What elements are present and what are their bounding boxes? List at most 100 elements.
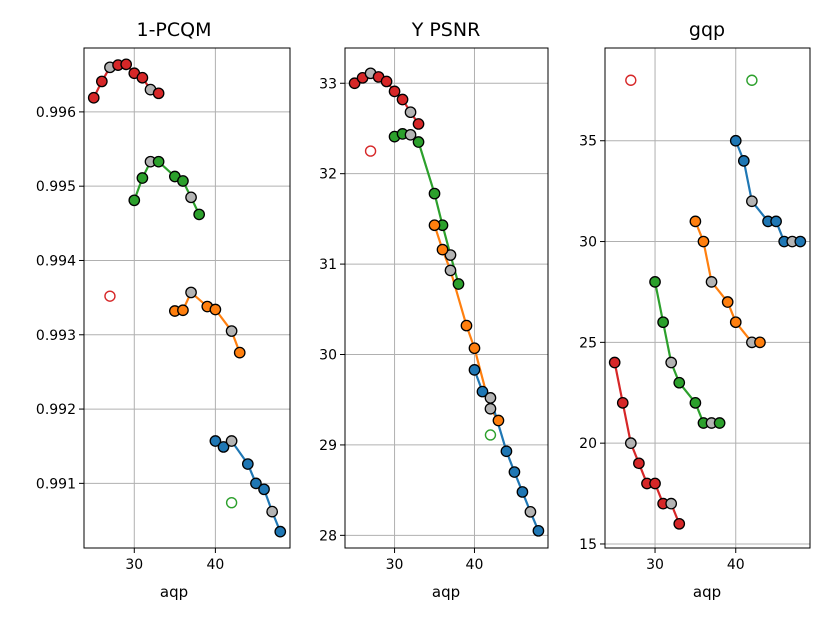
data-point-blue: [209, 435, 222, 447]
y-tick-label: 30: [579, 235, 597, 251]
y-tick-label: 35: [579, 134, 597, 150]
y-tick-label: 33: [319, 76, 337, 92]
data-point-red: [87, 91, 100, 104]
data-point-red: [624, 437, 637, 450]
data-point-orange: [436, 243, 449, 256]
data-point-green: [649, 276, 661, 288]
data-point-open-red-open: [364, 145, 377, 157]
data-point-blue: [729, 134, 742, 147]
y-tick-label: 0.992: [36, 402, 76, 418]
x-axis-label: aqp: [432, 583, 460, 601]
data-point-orange: [460, 319, 473, 332]
x-tick-label: 30: [125, 557, 143, 573]
data-point-orange: [185, 286, 197, 299]
y-tick-label: 0.993: [36, 328, 76, 344]
data-point-orange: [484, 402, 497, 415]
x-axis-label: aqp: [160, 583, 188, 601]
data-point-blue: [794, 235, 807, 248]
series-group: [87, 58, 287, 538]
data-point-green: [177, 175, 189, 187]
panel-title: gqp: [689, 19, 725, 41]
data-point-blue: [524, 505, 537, 518]
y-tick-label: 28: [319, 528, 337, 544]
data-point-blue: [737, 155, 750, 167]
data-point-orange: [233, 346, 246, 359]
data-point-red: [649, 477, 661, 490]
data-point-blue: [258, 483, 270, 496]
data-point-blue: [217, 441, 230, 453]
data-point-orange: [444, 264, 457, 277]
data-point-orange: [705, 276, 718, 288]
data-point-orange: [225, 325, 238, 337]
data-point-blue: [516, 486, 529, 498]
data-point-green: [452, 278, 465, 290]
data-point-orange: [754, 336, 766, 349]
data-point-blue: [266, 505, 279, 518]
grid: [345, 48, 548, 548]
data-point-open-green-open: [225, 496, 238, 509]
data-point-green: [673, 376, 686, 389]
y-tick-label: 0.995: [36, 179, 76, 195]
data-point-orange: [177, 304, 189, 317]
data-point-red: [396, 93, 409, 106]
y-tick-label: 15: [579, 537, 597, 553]
panel-y-psnr: Y PSNR aqp 30 40 28 29 30 31 32 33: [319, 19, 549, 601]
data-point-open-green-open: [484, 429, 497, 441]
axes-frame: [83, 47, 291, 549]
x-tick-label: 40: [727, 557, 745, 573]
y-tick-label: 0.996: [36, 105, 76, 121]
series-group: [348, 67, 545, 537]
data-point-open-green-open: [746, 74, 758, 86]
data-point-red: [608, 356, 621, 369]
data-point-green: [713, 417, 726, 429]
panel-1-pcqm: 1-PCQM aqp 30 40 0.991 0.992 0.993 0.994 0.995…: [36, 19, 291, 601]
y-tick-label: 0.994: [36, 253, 76, 269]
data-point-red: [95, 75, 108, 88]
data-point-blue: [532, 524, 545, 537]
data-point-green: [689, 396, 702, 409]
data-point-red: [348, 77, 361, 90]
grid: [84, 48, 290, 548]
data-point-green: [665, 356, 678, 369]
y-tick-label: 20: [579, 436, 597, 452]
ticks: 30 40 15 20 25 30 35: [579, 134, 744, 573]
data-point-orange: [697, 235, 710, 248]
data-point-green: [128, 194, 141, 207]
data-point-blue: [241, 458, 254, 470]
axes-frame: [344, 47, 549, 549]
data-point-red: [616, 396, 629, 409]
data-point-red: [665, 497, 678, 510]
data-point-orange: [721, 296, 734, 308]
data-point-red: [673, 517, 686, 530]
y-tick-label: 32: [319, 167, 337, 183]
data-point-open-red-open: [625, 74, 637, 86]
ticks: 30 40 28 29 30 31 32 33: [319, 76, 483, 573]
data-point-blue: [225, 435, 238, 447]
panel-gqp: gqp aqp 30 40 15 20 25 30 35: [579, 19, 811, 601]
data-point-orange: [468, 342, 481, 355]
data-point-green: [136, 172, 149, 184]
data-point-blue: [484, 392, 497, 404]
data-point-green: [185, 191, 197, 204]
y-tick-label: 25: [579, 335, 597, 351]
data-point-orange: [729, 316, 742, 329]
data-point-green: [657, 316, 669, 329]
data-point-orange: [492, 414, 505, 427]
data-point-orange: [428, 219, 441, 232]
data-point-blue: [508, 466, 521, 478]
data-point-blue: [250, 477, 262, 490]
data-point-blue: [476, 385, 489, 398]
data-point-green: [152, 155, 165, 168]
data-point-red: [120, 58, 133, 71]
data-point-red: [380, 75, 393, 88]
data-point-green: [412, 136, 425, 148]
y-tick-label: 29: [319, 438, 337, 454]
x-tick-label: 30: [646, 557, 664, 573]
data-point-green: [193, 208, 206, 221]
axes-frame: [604, 47, 811, 549]
data-point-red: [412, 118, 425, 130]
data-point-green: [444, 249, 457, 261]
data-point-orange: [209, 303, 222, 316]
panel-title: 1-PCQM: [136, 19, 211, 41]
data-point-orange: [689, 215, 702, 228]
